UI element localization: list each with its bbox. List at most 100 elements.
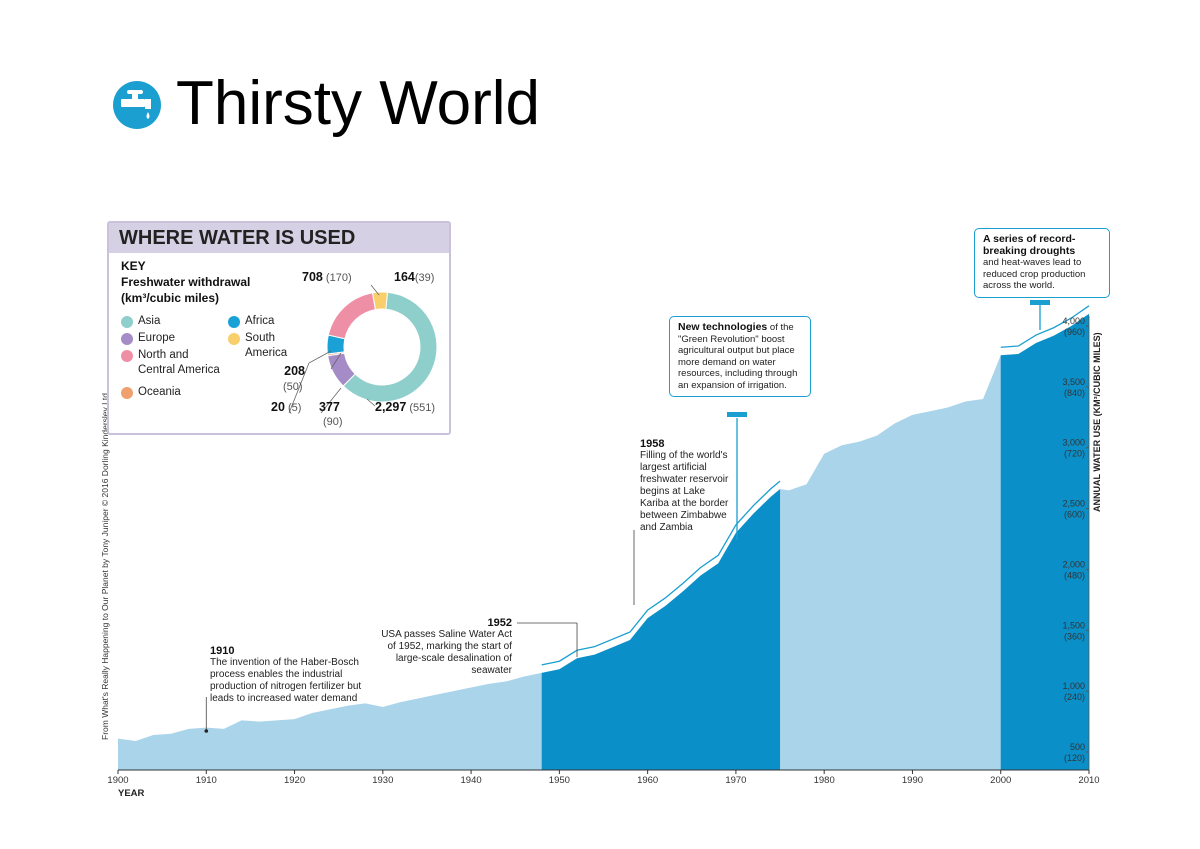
label-south-america-value: 164 xyxy=(394,270,415,284)
label-europe-value: 377 xyxy=(319,400,340,414)
annotation-1952-year: 1952 xyxy=(487,617,512,629)
x-axis-label: YEAR xyxy=(118,788,145,799)
annotation-1958-text: Filling of the world's largest artificia… xyxy=(640,450,729,533)
callout-drought-text: and heat-waves lead to reduced crop prod… xyxy=(983,257,1086,291)
annotation-1910: 1910 The invention of the Haber-Bosch pr… xyxy=(210,645,375,705)
callout-green-revolution: New technologies of the "Green Revolutio… xyxy=(669,316,811,397)
annotation-1958-year: 1958 xyxy=(640,438,665,450)
label-africa: 208 xyxy=(279,364,305,378)
donut-leader-africa xyxy=(330,352,342,370)
x-tick-label: 1950 xyxy=(549,775,570,786)
x-tick-label: 2010 xyxy=(1078,775,1099,786)
legend-dot-south-america xyxy=(228,333,240,345)
where-water-is-used-panel: WHERE WATER IS USED KEY Freshwater withd… xyxy=(107,221,451,435)
callout-green-head: New technologies xyxy=(678,321,768,333)
key-subtitle-line2: (km³/cubic miles) xyxy=(121,291,220,305)
legend-africa: Africa xyxy=(245,315,275,327)
highlight-period-1 xyxy=(1000,313,1089,770)
annotation-1910-year: 1910 xyxy=(210,645,235,657)
y-tick-sublabel: (360) xyxy=(1064,631,1085,641)
label-oceania-sub: (5) xyxy=(287,402,302,414)
callout-drought-head: A series of record-breaking droughts xyxy=(983,233,1076,257)
y-tick-label: 2,000 xyxy=(1062,559,1085,569)
label-north-america-sub: (170) xyxy=(325,272,352,284)
label-south-america-sub: (39) xyxy=(414,272,435,284)
x-tick-label: 1980 xyxy=(814,775,835,786)
y-tick-label: 3,000 xyxy=(1062,438,1085,448)
legend-south-america-line1: South xyxy=(245,332,276,344)
y-tick-label: 1,000 xyxy=(1062,681,1085,691)
x-tick-label: 1900 xyxy=(107,775,128,786)
key-label: KEY xyxy=(121,259,146,273)
donut-slice-north-and-central-america xyxy=(327,292,377,340)
donut-chart xyxy=(288,284,438,414)
legend-south-america-line2: America xyxy=(245,347,288,359)
key-subtitle-line1: Freshwater withdrawal xyxy=(121,275,251,289)
y-tick-label: 500 xyxy=(1070,742,1085,752)
legend-europe: Europe xyxy=(138,332,176,344)
legend-south-america: South America xyxy=(245,331,287,361)
label-oceania: 20 (5) xyxy=(271,400,301,414)
legend-asia: Asia xyxy=(138,315,161,327)
y-tick-sublabel: (240) xyxy=(1064,692,1085,702)
panel-header: WHERE WATER IS USED xyxy=(109,223,449,253)
callout-green-text: of the "Green Revolution" boost agricult… xyxy=(678,322,798,391)
y-tick-sublabel: (960) xyxy=(1064,327,1085,337)
x-tick-label: 1990 xyxy=(902,775,923,786)
y-tick-label: 2,500 xyxy=(1062,499,1085,509)
donut-leader-oceania xyxy=(288,350,332,414)
label-north-america: 708 (170) xyxy=(302,270,352,284)
x-tick-label: 1920 xyxy=(284,775,305,786)
y-tick-sublabel: (720) xyxy=(1064,449,1085,459)
connector-green-revolution xyxy=(727,412,747,417)
donut-slice-south-america xyxy=(371,291,389,311)
legend-north-america-line2: Central America xyxy=(138,364,220,376)
label-africa-sub-wrap: (50) xyxy=(283,381,303,393)
highlight-outline-1 xyxy=(1000,305,1090,348)
x-tick-label: 1910 xyxy=(196,775,217,786)
legend-dot-europe xyxy=(121,333,133,345)
callout-droughts: A series of record-breaking droughts and… xyxy=(974,228,1110,298)
x-tick-label: 1970 xyxy=(725,775,746,786)
label-asia: 2,297 (551) xyxy=(375,400,435,414)
donut-slice-asia xyxy=(342,291,438,403)
water-tap-icon xyxy=(113,81,161,129)
label-asia-value: 2,297 xyxy=(375,400,407,414)
legend-dot-oceania xyxy=(121,387,133,399)
annotation-1910-text: The invention of the Haber-Bosch process… xyxy=(210,657,362,704)
y-tick-sublabel: (120) xyxy=(1064,753,1085,763)
donut-leader-asia xyxy=(366,398,376,407)
donut-leader-europe xyxy=(320,387,342,414)
label-europe: 377 xyxy=(319,400,340,414)
y-tick-sublabel: (600) xyxy=(1064,510,1085,520)
y-tick-label: 3,500 xyxy=(1062,377,1085,387)
y-tick-label: 1,500 xyxy=(1062,620,1085,630)
label-north-america-value: 708 xyxy=(302,270,323,284)
legend-north-america: North and Central America xyxy=(138,348,220,378)
connector-droughts xyxy=(1030,300,1050,305)
y-axis-label: ANNUAL WATER USE (KM³/CUBIC MILES) xyxy=(1092,332,1102,512)
x-tick-label: 2000 xyxy=(990,775,1011,786)
legend-oceania: Oceania xyxy=(138,386,181,398)
x-tick-label: 1960 xyxy=(637,775,658,786)
label-africa-value: 208 xyxy=(284,364,305,378)
label-south-america: 164(39) xyxy=(394,270,434,284)
legend-dot-africa xyxy=(228,316,240,328)
legend-dot-asia xyxy=(121,316,133,328)
label-africa-sub: (50) xyxy=(283,381,303,393)
key-subtitle: Freshwater withdrawal (km³/cubic miles) xyxy=(121,274,291,306)
annotation-1958: 1958 Filling of the world's largest arti… xyxy=(640,438,732,534)
label-europe-sub: (90) xyxy=(323,416,343,428)
label-europe-sub-wrap: (90) xyxy=(323,416,343,428)
annotation-1952-text: USA passes Saline Water Act of 1952, mar… xyxy=(381,629,512,676)
annotation-1952: 1952 USA passes Saline Water Act of 1952… xyxy=(376,617,512,677)
legend-north-america-line1: North and xyxy=(138,349,189,361)
label-asia-sub: (551) xyxy=(409,402,436,414)
legend-dot-north-america xyxy=(121,350,133,362)
highlight-outline-0 xyxy=(541,480,781,666)
donut-leader-south-america xyxy=(370,284,380,296)
y-tick-label: 4,000 xyxy=(1062,316,1085,326)
y-tick-sublabel: (480) xyxy=(1064,570,1085,580)
page-title: Thirsty World xyxy=(176,69,541,138)
x-tick-label: 1940 xyxy=(461,775,482,786)
